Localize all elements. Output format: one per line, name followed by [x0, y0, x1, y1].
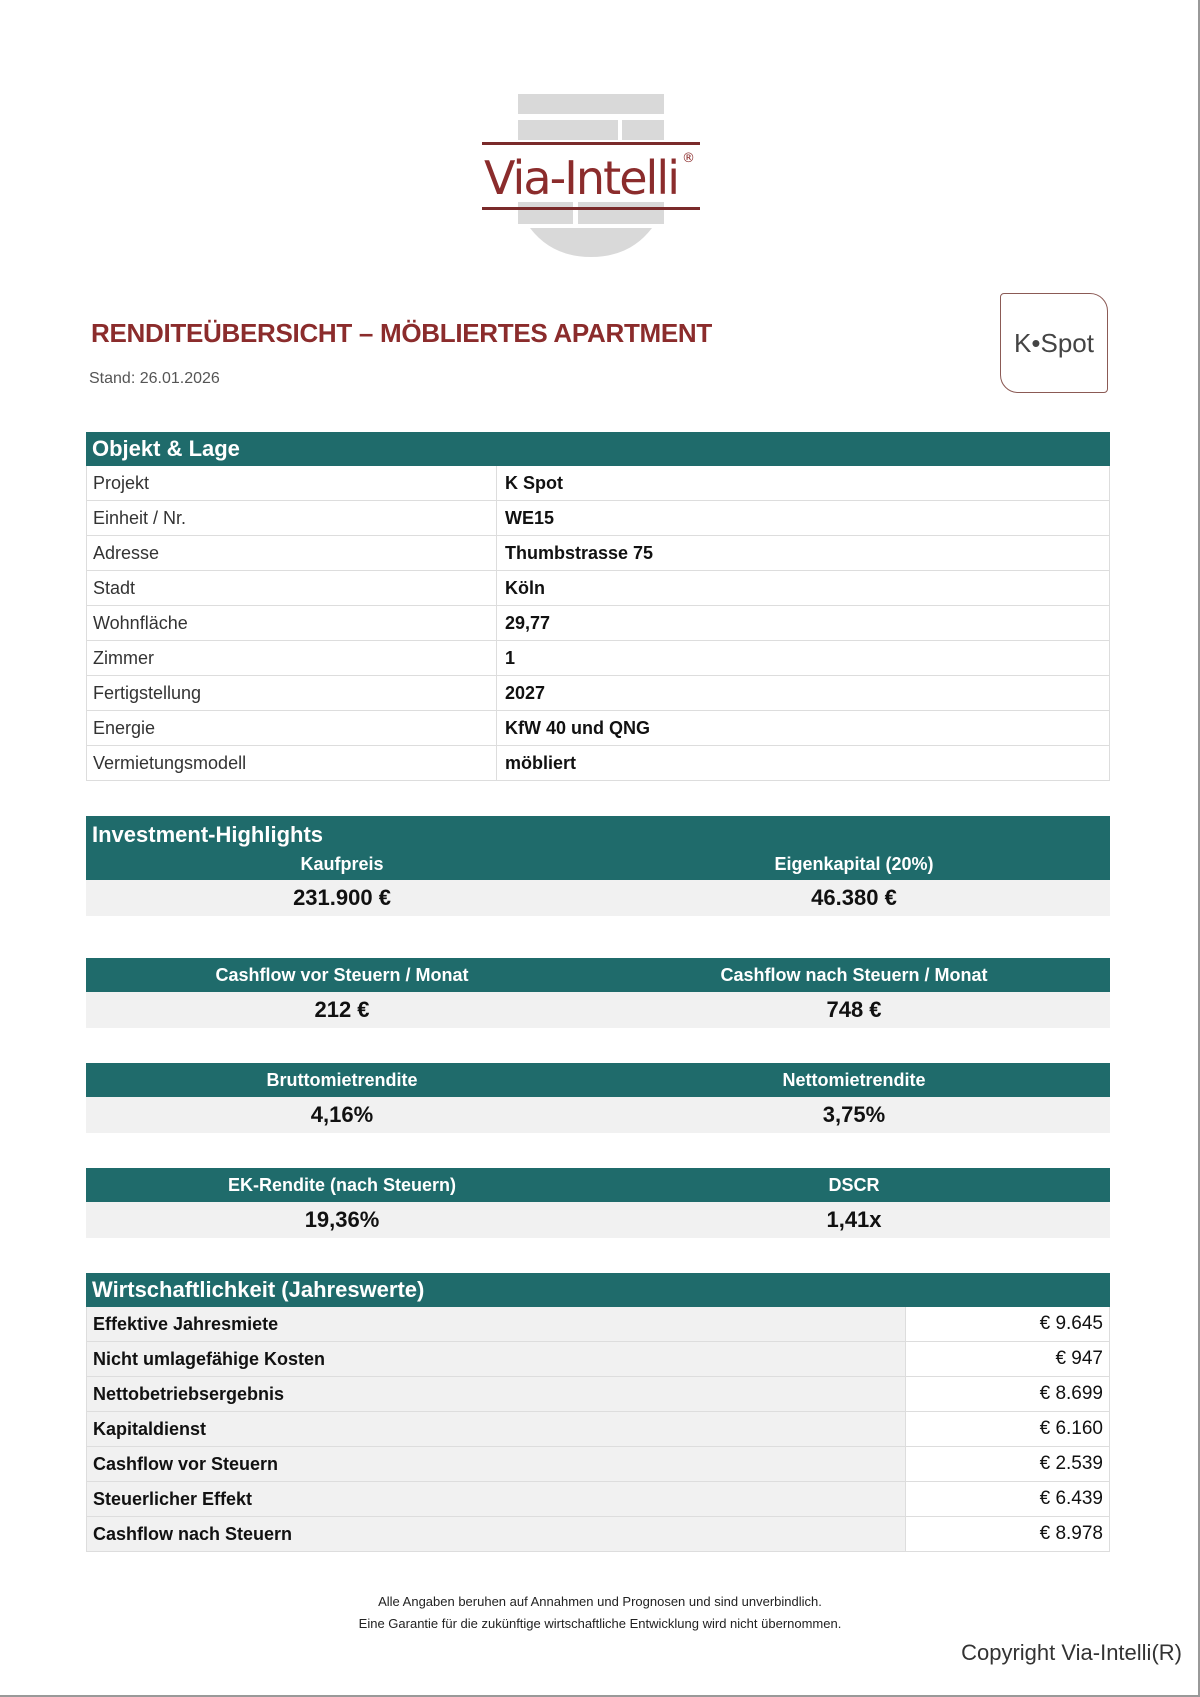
row-value: WE15 [505, 508, 555, 528]
objekt-section: Objekt & Lage Projekt K Spot Einheit / Nr.… [86, 432, 1110, 781]
row-value: 1 [505, 648, 516, 668]
row-value: K Spot [505, 473, 563, 493]
row-label: Steuerlicher Effekt [87, 1482, 906, 1516]
table-row: Kapitaldienst € 6.160 [86, 1412, 1110, 1447]
table-row: Einheit / Nr. WE15 [86, 501, 1110, 536]
row-label: Fertigstellung [87, 676, 497, 710]
table-row: Energie KfW 40 und QNG [86, 711, 1110, 746]
table-row: Cashflow vor Steuern € 2.539 [86, 1447, 1110, 1482]
row-value: € 947 [1055, 1348, 1103, 1369]
section-header: Wirtschaftlichkeit (Jahreswerte) [86, 1273, 1110, 1307]
copyright: Copyright Via-Intelli(R) [961, 1640, 1182, 1665]
row-value: € 8.699 [1039, 1383, 1103, 1404]
row-label: Projekt [87, 466, 497, 500]
table-row: Cashflow nach Steuern € 8.978 [86, 1517, 1110, 1552]
section-header: Investment-Highlights [86, 816, 1110, 852]
metric-value: 748 € [598, 992, 1110, 1028]
section-header: Objekt & Lage [86, 432, 1110, 466]
via-intelli-logo: Via-Intelli ® [470, 94, 710, 257]
pair-values: 4,16% 3,75% [86, 1097, 1110, 1133]
pair-labels: Bruttomietrendite Nettomietrendite [86, 1063, 1110, 1097]
metric-label: Cashflow vor Steuern / Monat [86, 958, 598, 992]
row-label: Zimmer [87, 641, 497, 675]
row-label: Einheit / Nr. [87, 501, 497, 535]
row-label: Energie [87, 711, 497, 745]
metric-value: 4,16% [86, 1097, 598, 1133]
k-spot-logo: K•Spot [1000, 293, 1108, 393]
metric-label: Cashflow nach Steuern / Monat [598, 958, 1110, 992]
row-label: Cashflow vor Steuern [87, 1447, 906, 1481]
svg-text:®: ® [682, 151, 695, 166]
metric-label: DSCR [598, 1168, 1110, 1202]
row-label: Nettobetriebsergebnis [87, 1377, 906, 1411]
metric-value: 19,36% [86, 1202, 598, 1238]
highlights-section: Investment-Highlights Kaufpreis Eigenkapi… [86, 816, 1110, 916]
row-label: Wohnfläche [87, 606, 497, 640]
metric-label: Nettomietrendite [598, 1063, 1110, 1097]
row-value: € 6.160 [1039, 1418, 1103, 1439]
highlights-pair: Bruttomietrendite Nettomietrendite 4,16% 3,… [86, 1063, 1110, 1133]
row-value: KfW 40 und QNG [505, 718, 650, 738]
pair-labels: EK-Rendite (nach Steuern) DSCR [86, 1168, 1110, 1202]
table-row: Projekt K Spot [86, 466, 1110, 501]
row-label: Cashflow nach Steuern [87, 1517, 906, 1551]
metric-label: EK-Rendite (nach Steuern) [86, 1168, 598, 1202]
table-row: Vermietungsmodell möbliert [86, 746, 1110, 781]
pair-values: 19,36% 1,41x [86, 1202, 1110, 1238]
row-value: Köln [505, 578, 545, 598]
pair-values: 212 €748 € [86, 992, 1110, 1028]
table-row: Zimmer 1 [86, 641, 1110, 676]
row-value: € 2.539 [1039, 1453, 1103, 1474]
table-row: Stadt Köln [86, 571, 1110, 606]
svg-text:Via-Intelli: Via-Intelli [484, 151, 680, 205]
table-row: Fertigstellung 2027 [86, 676, 1110, 711]
pair-labels: Kaufpreis Eigenkapital (20%) [86, 852, 1110, 880]
row-label: Vermietungsmodell [87, 746, 497, 780]
row-value: € 6.439 [1039, 1488, 1103, 1509]
disclaimer-line-1: Alle Angaben beruhen auf Annahmen und Pr… [378, 1594, 822, 1609]
table-row: Steuerlicher Effekt € 6.439 [86, 1482, 1110, 1517]
metric-label: Kaufpreis [86, 852, 598, 880]
metric-value: 231.900 € [86, 880, 598, 916]
wirtschaft-section: Wirtschaftlichkeit (Jahreswerte) Effekti… [86, 1273, 1110, 1552]
row-label: Effektive Jahresmiete [87, 1307, 906, 1341]
table-row: Wohnfläche 29,77 [86, 606, 1110, 641]
highlights-pair: EK-Rendite (nach Steuern) DSCR 19,36% 1,41x [86, 1168, 1110, 1238]
row-value: € 8.978 [1039, 1523, 1103, 1544]
metric-value: 3,75% [598, 1097, 1110, 1133]
table-row: Adresse Thumbstrasse 75 [86, 536, 1110, 571]
page-title: RENDITEÜBERSICHT – MÖBLIERTES APARTMENT [91, 318, 712, 348]
row-value: möbliert [505, 753, 577, 773]
row-value: € 9.645 [1039, 1313, 1103, 1334]
row-label: Adresse [87, 536, 497, 570]
row-label: Nicht umlagefähige Kosten [87, 1342, 906, 1376]
table-row: Effektive Jahresmiete € 9.645 [86, 1307, 1110, 1342]
row-value: 29,77 [505, 613, 551, 633]
metric-value: 1,41x [598, 1202, 1110, 1238]
row-label: Kapitaldienst [87, 1412, 906, 1446]
metric-label: Bruttomietrendite [86, 1063, 598, 1097]
table-row: Nicht umlagefähige Kosten € 947 [86, 1342, 1110, 1377]
table-row: Nettobetriebsergebnis € 8.699 [86, 1377, 1110, 1412]
pair-values: 231.900 €46.380 € [86, 880, 1110, 916]
metric-value: 46.380 € [598, 880, 1110, 916]
row-value: Thumbstrasse 75 [505, 543, 654, 563]
pair-labels: Cashflow vor Steuern / Monat Cashflow nac… [86, 958, 1110, 992]
disclaimer-line-2: Eine Garantie für die zukünftige wirtsch… [358, 1616, 842, 1631]
stand-date: Stand: 26.01.2026 [89, 370, 220, 387]
row-value: 2027 [505, 683, 546, 703]
highlights-pair: Cashflow vor Steuern / Monat Cashflow nac… [86, 958, 1110, 1028]
metric-value: 212 € [86, 992, 598, 1028]
row-label: Stadt [87, 571, 497, 605]
metric-label: Eigenkapital (20%) [598, 852, 1110, 880]
